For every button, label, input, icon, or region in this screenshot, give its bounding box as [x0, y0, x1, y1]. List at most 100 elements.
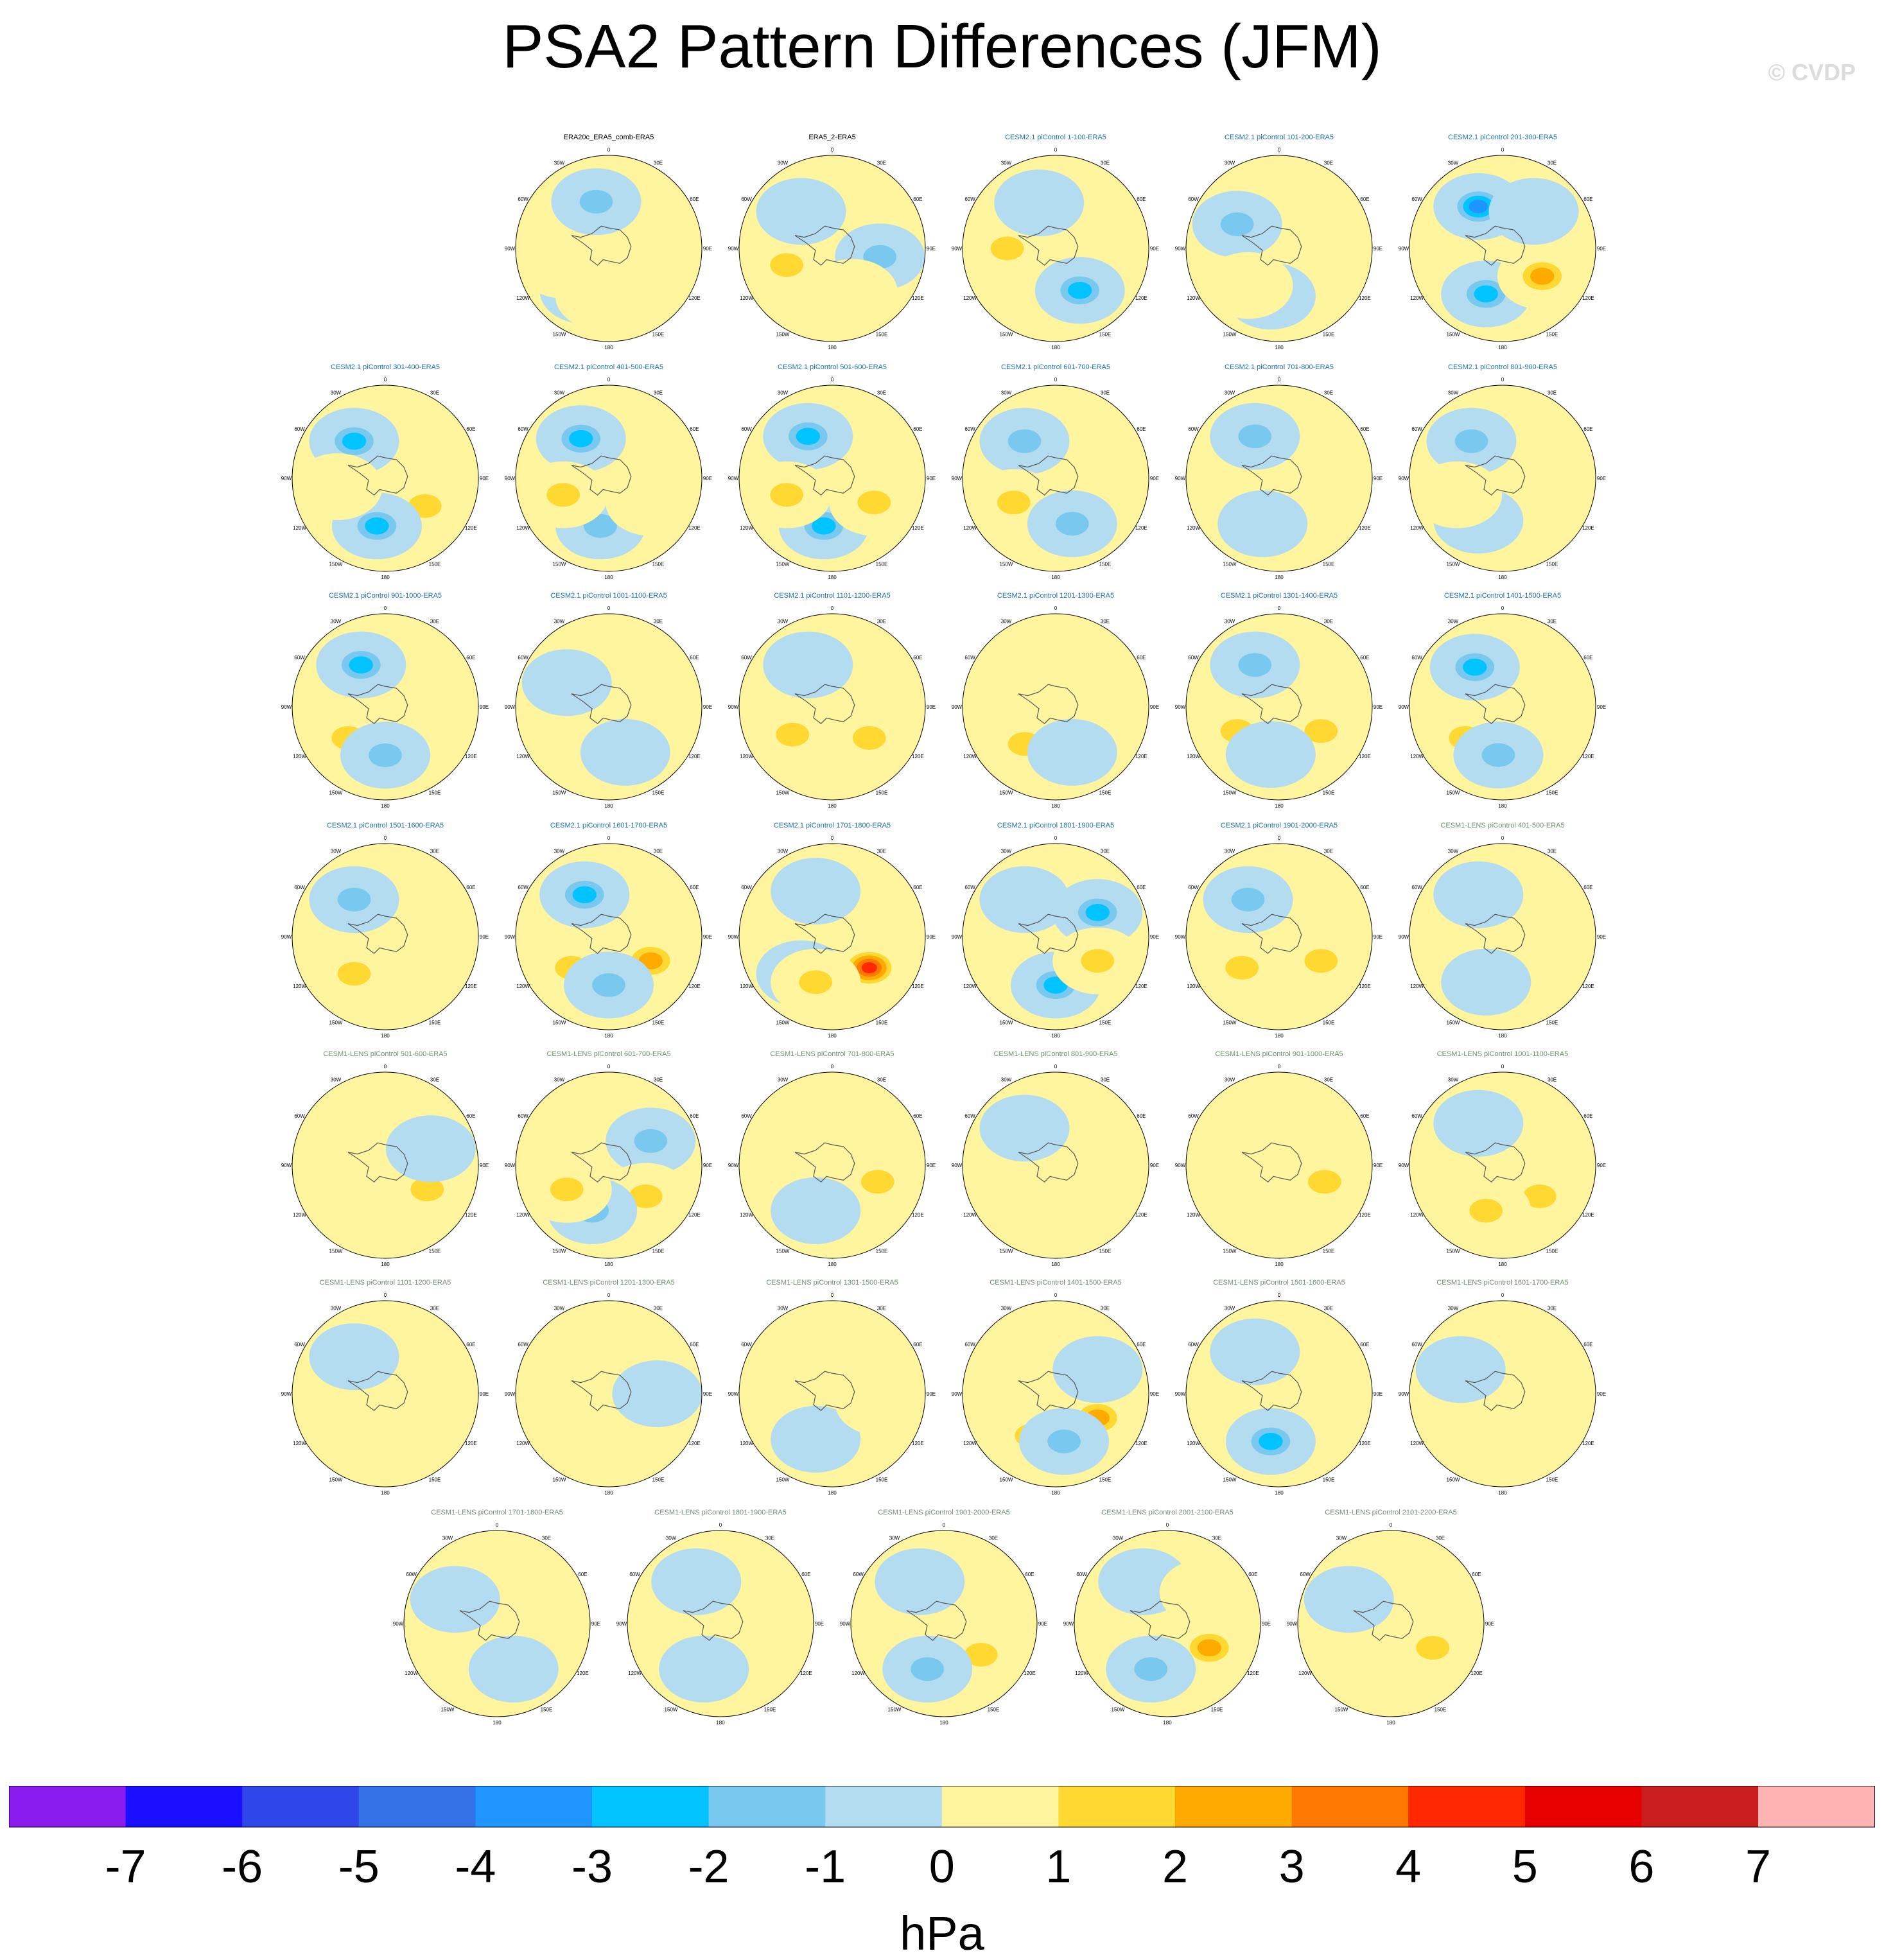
longitude-label: 60W: [1411, 1342, 1422, 1348]
longitude-label: 120W: [1410, 984, 1424, 989]
anomaly-contour: [1070, 1170, 1125, 1209]
longitude-label: 180: [381, 1033, 390, 1039]
longitude-label: 150W: [329, 1019, 343, 1025]
longitude-label: 90E: [1597, 704, 1606, 710]
longitude-label: 30E: [1101, 1306, 1110, 1312]
field-background: [963, 614, 1149, 800]
longitude-label: 60E: [1360, 655, 1369, 661]
coastline: [1353, 1600, 1414, 1641]
anomaly-contour: [1047, 1429, 1081, 1453]
longitude-label: 60E: [690, 196, 699, 202]
anomaly-contour: [624, 483, 678, 522]
longitude-label: 120E: [688, 525, 701, 531]
longitude-label: 90E: [703, 1163, 712, 1168]
coastline: [1241, 225, 1302, 266]
longitude-label: 60E: [1360, 1342, 1369, 1348]
longitude-label: 60W: [964, 1342, 975, 1348]
longitude-label: 60E: [690, 1113, 699, 1119]
longitude-label: 60W: [294, 1113, 305, 1119]
anomaly-contour: [546, 483, 580, 507]
anomaly-contour: [539, 663, 594, 702]
longitude-label: 30E: [1548, 160, 1557, 166]
longitude-label: 60W: [518, 426, 528, 432]
longitude-label: 150E: [652, 1477, 665, 1482]
longitude-label: 90E: [927, 1391, 936, 1397]
anomaly-contour: [1522, 1184, 1557, 1208]
longitude-label: 0: [496, 1522, 499, 1528]
map-border: [1185, 613, 1373, 801]
longitude-label: 180: [1275, 1490, 1284, 1496]
longitude-label: 60W: [294, 655, 305, 661]
longitude-label: 30W: [1225, 849, 1235, 854]
longitude-label: 0: [1054, 377, 1058, 383]
anomaly-contour: [1454, 429, 1488, 453]
longitude-label: 90E: [1150, 246, 1159, 252]
panel-title: CESM2.1 piControl 101-200-ERA5: [1225, 134, 1334, 141]
longitude-label: 150W: [329, 1248, 343, 1254]
anomaly-contour: [812, 517, 836, 535]
longitude-label: 180: [828, 575, 837, 580]
anomaly-contour: [1499, 1416, 1554, 1455]
longitude-label: 60E: [913, 885, 922, 890]
longitude-label: 120E: [577, 1670, 589, 1676]
map-panel: CESM1-LENS piControl 1701-1800-ERA5 0 30E 6…: [391, 1509, 603, 1740]
longitude-label: 150W: [1223, 1019, 1237, 1025]
longitude-label: 150E: [541, 1706, 553, 1712]
longitude-label: 120E: [688, 1441, 701, 1446]
longitude-label: 0: [607, 377, 611, 383]
anomaly-contour: [573, 277, 627, 316]
longitude-label: 30E: [1212, 1536, 1221, 1541]
longitude-label: 90W: [952, 1163, 963, 1168]
longitude-label: 30W: [778, 1077, 789, 1083]
longitude-label: 120W: [516, 754, 530, 759]
longitude-label: 60E: [1360, 885, 1369, 890]
longitude-label: 30E: [1324, 849, 1333, 854]
colorbar-box: [592, 1786, 710, 1827]
longitude-label: 150E: [1099, 790, 1112, 795]
anomaly-contour: [327, 1337, 381, 1376]
anomaly-contour: [770, 483, 803, 507]
longitude-label: 90E: [703, 476, 712, 481]
longitude-label: 120E: [465, 1212, 477, 1218]
polar-map: 0 30E 60E 90E 120E 150E 180 150W 120W 90W 60W 30W: [1399, 377, 1606, 580]
map-border: [292, 1300, 479, 1487]
longitude-label: 120W: [516, 295, 530, 301]
coastline: [347, 1142, 408, 1183]
panel-title: CESM2.1 piControl 201-300-ERA5: [1448, 134, 1557, 141]
longitude-label: 150W: [1000, 1477, 1013, 1482]
colorbar-tick-label: -6: [222, 1841, 263, 1893]
longitude-label: 180: [828, 803, 837, 809]
longitude-label: 150W: [776, 331, 790, 337]
colorbar-box: [708, 1786, 826, 1827]
longitude-label: 90E: [480, 476, 489, 481]
longitude-label: 90W: [1399, 1163, 1409, 1168]
longitude-label: 90W: [952, 1391, 963, 1397]
longitude-label: 0: [384, 1064, 387, 1070]
longitude-label: 120E: [1359, 754, 1371, 759]
longitude-label: 60E: [1137, 655, 1146, 661]
panel-title: CESM2.1 piControl 1201-1300-ERA5: [997, 592, 1115, 600]
panel-title: CESM1-LENS piControl 1101-1200-ERA5: [319, 1279, 451, 1287]
colorbar-unit-label: hPa: [900, 1907, 984, 1960]
anomaly-contour: [1243, 735, 1298, 774]
longitude-label: 150W: [1447, 1248, 1460, 1254]
longitude-label: 90W: [1399, 246, 1409, 252]
anomaly-contour: [1238, 424, 1272, 449]
polar-map: 0 30E 60E 90E 120E 150E 180 150W 120W 90W 60W 30W: [281, 1064, 489, 1267]
longitude-label: 120E: [465, 984, 477, 989]
colorbar-tick-label: -4: [455, 1841, 496, 1893]
polar-map: 0 30E 60E 90E 120E 150E 180 150W 120W 90W 60W 30W: [616, 1522, 824, 1726]
anomaly-contour: [1225, 956, 1259, 980]
longitude-label: 90W: [952, 934, 963, 940]
map-border: [1297, 1530, 1485, 1717]
anomaly-contour: [857, 490, 891, 515]
coastline: [1465, 225, 1526, 266]
coastline: [1241, 455, 1302, 496]
longitude-label: 150W: [665, 1706, 678, 1712]
longitude-label: 30E: [1548, 849, 1557, 854]
longitude-label: 60E: [1137, 1342, 1146, 1348]
longitude-label: 90W: [505, 476, 516, 481]
longitude-label: 60W: [741, 196, 752, 202]
longitude-label: 30W: [778, 619, 789, 625]
longitude-label: 60E: [466, 655, 475, 661]
